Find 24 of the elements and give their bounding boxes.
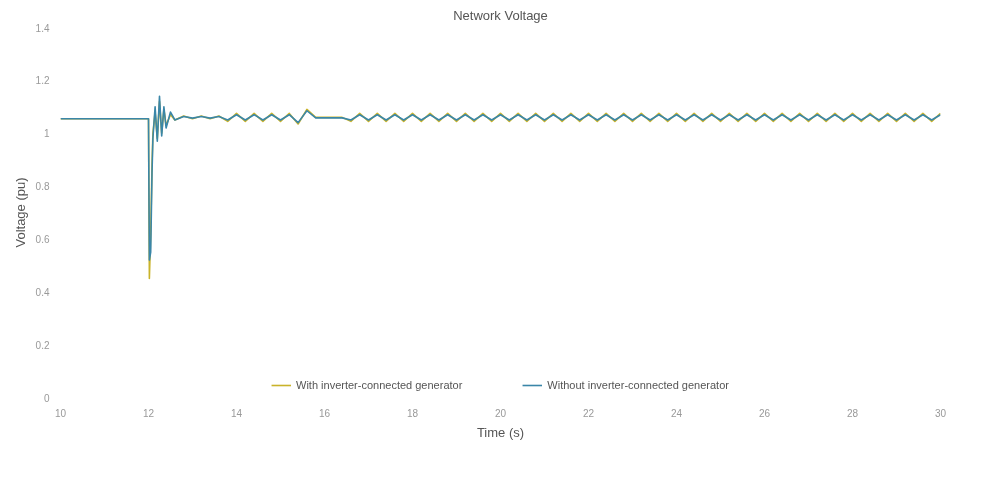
x-tick-label: 16 (318, 407, 331, 419)
x-tick-label: 12 (142, 407, 155, 419)
y-tick-label: 0.2 (35, 339, 50, 351)
x-tick-label: 10 (54, 407, 67, 419)
legend-label: With inverter-connected generator (296, 379, 463, 391)
y-tick-label: 0.6 (35, 233, 50, 245)
y-axis-title: Voltage (pu) (12, 177, 28, 248)
y-tick-label: 1 (43, 128, 50, 140)
y-tick-label: 0.8 (35, 181, 50, 193)
x-tick-label: 24 (670, 407, 683, 419)
x-tick-label: 22 (582, 407, 595, 419)
legend-label: Without inverter-connected generator (547, 379, 729, 391)
x-axis-title: Time (s) (476, 424, 525, 440)
x-tick-label: 28 (846, 407, 859, 419)
x-tick-label: 14 (230, 407, 243, 419)
y-tick-label: 0.4 (35, 286, 50, 298)
x-tick-label: 26 (758, 407, 771, 419)
y-tick-label: 1.4 (35, 22, 50, 34)
chart-title: Network Voltage (453, 7, 548, 23)
x-tick-label: 18 (406, 407, 419, 419)
x-tick-label: 30 (934, 407, 947, 419)
x-tick-label: 20 (494, 407, 507, 419)
y-tick-label: 0 (43, 392, 50, 404)
y-tick-label: 1.2 (35, 75, 50, 87)
